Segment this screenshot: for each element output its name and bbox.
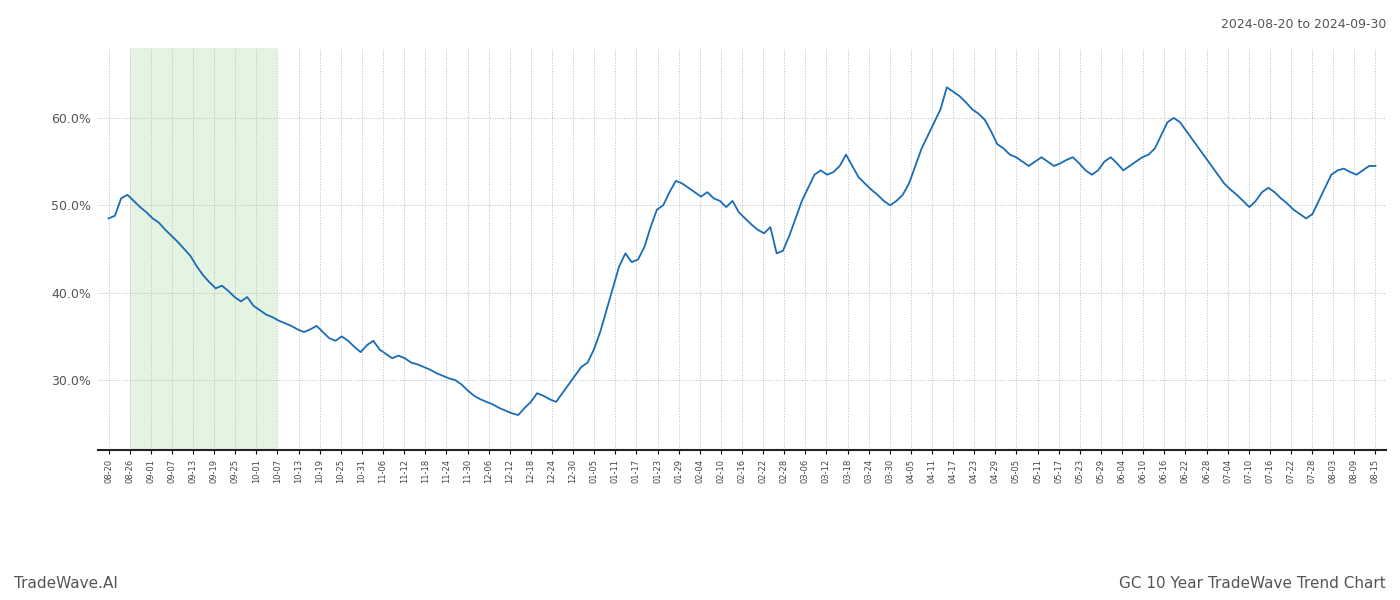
Text: GC 10 Year TradeWave Trend Chart: GC 10 Year TradeWave Trend Chart: [1119, 576, 1386, 591]
Bar: [130, 48, 277, 450]
Text: TradeWave.AI: TradeWave.AI: [14, 576, 118, 591]
Text: 2024-08-20 to 2024-09-30: 2024-08-20 to 2024-09-30: [1221, 18, 1386, 31]
